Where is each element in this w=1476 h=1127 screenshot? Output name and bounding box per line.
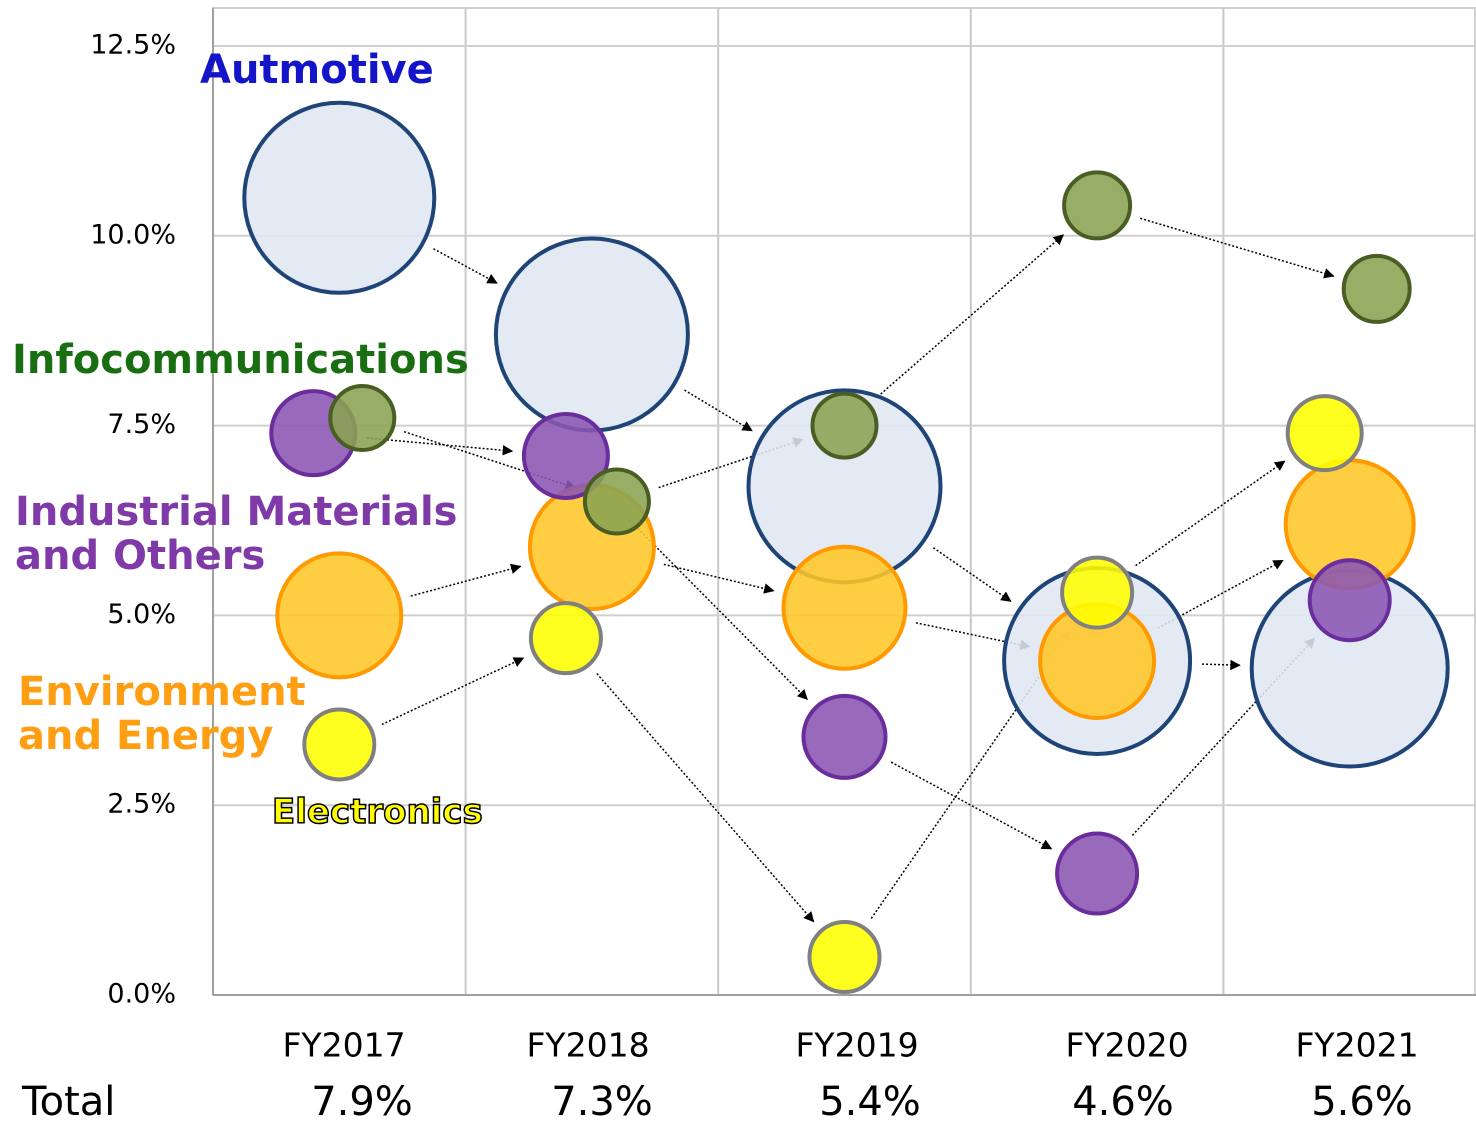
bubble <box>1062 170 1133 241</box>
arrow <box>433 248 498 284</box>
arrow <box>1202 659 1241 671</box>
arrow <box>1135 460 1286 567</box>
y-tick-label: 12.5% <box>90 29 176 60</box>
total-value: 5.4% <box>819 1079 921 1125</box>
arrow <box>877 234 1064 398</box>
series-label: Electronics <box>271 791 483 833</box>
arrow <box>381 657 525 726</box>
bubble <box>807 920 882 995</box>
arrow <box>684 389 753 432</box>
x-tick-label: FY2021 <box>1295 1026 1418 1065</box>
total-value: 5.6% <box>1311 1079 1413 1125</box>
bubble <box>275 551 404 680</box>
series-label: Industrial Materials and Others <box>15 489 458 579</box>
bubble <box>1285 394 1364 473</box>
series-label: Infocommunications <box>12 337 469 383</box>
bubble <box>1307 558 1392 643</box>
arrow <box>663 563 775 594</box>
y-tick-label: 7.5% <box>107 409 176 440</box>
y-tick-label: 0.0% <box>107 979 176 1010</box>
y-tick-label: 5.0% <box>107 599 176 630</box>
bubble <box>781 544 908 671</box>
arrow <box>932 547 1012 602</box>
arrow <box>658 437 804 489</box>
arrows <box>367 217 1335 923</box>
bubble <box>1341 253 1412 324</box>
total-value: 7.3% <box>551 1079 653 1125</box>
bubble <box>328 383 397 452</box>
series-label: Environment and Energy <box>18 669 306 759</box>
bubble <box>810 391 879 460</box>
total-value: 7.9% <box>311 1079 413 1125</box>
y-tick-label: 10.0% <box>90 219 176 250</box>
bubble <box>302 707 377 782</box>
arrow <box>1131 637 1316 836</box>
bubble <box>801 693 888 780</box>
bubble <box>521 411 610 500</box>
arrow <box>596 673 815 923</box>
x-tick-label: FY2019 <box>795 1026 918 1065</box>
total-value: 4.6% <box>1072 1079 1174 1125</box>
bubble <box>1060 555 1135 630</box>
x-tick-label: FY2017 <box>282 1026 405 1065</box>
bubble <box>493 236 690 433</box>
total-label: Total <box>21 1079 115 1125</box>
arrow <box>367 437 514 456</box>
x-tick-label: FY2018 <box>526 1026 649 1065</box>
bubble <box>528 601 603 676</box>
series-label: Autmotive <box>200 47 434 93</box>
bubble <box>1055 831 1140 916</box>
arrow <box>410 563 522 597</box>
bubble <box>582 467 651 536</box>
x-tick-label: FY2020 <box>1065 1026 1188 1065</box>
arrow <box>1140 217 1335 279</box>
y-tick-label: 2.5% <box>107 789 176 820</box>
bubble <box>242 100 437 295</box>
